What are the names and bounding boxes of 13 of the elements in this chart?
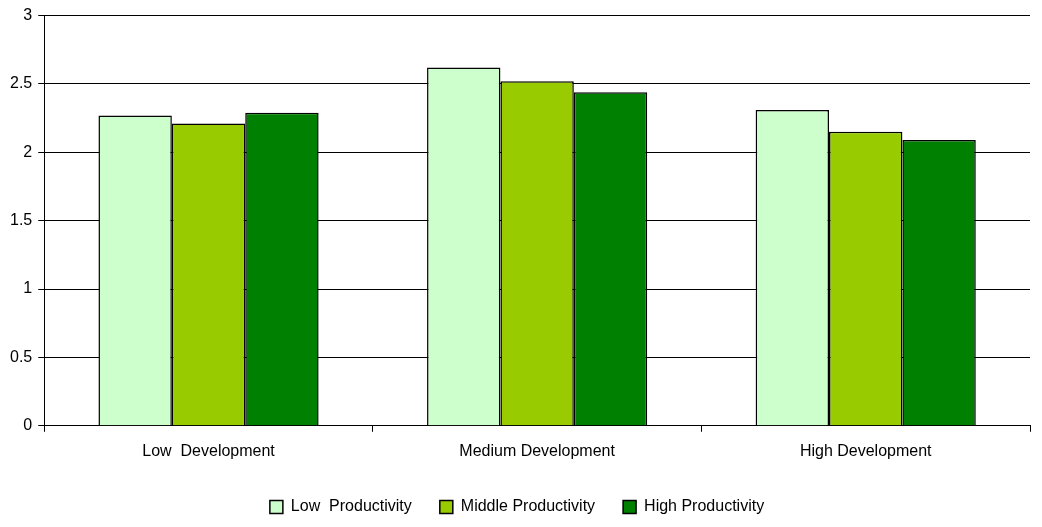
y-tick-label: 0: [23, 416, 33, 434]
y-tick-label: 2.5: [9, 74, 33, 92]
legend-label: Low Productivity: [290, 497, 412, 515]
y-tick-label: 3: [23, 6, 33, 24]
y-tick-label: 2: [23, 142, 33, 160]
legend-label: Middle Productivity: [460, 497, 596, 515]
x-tick-label: Medium Development: [459, 441, 616, 459]
y-tick-label: 0.5: [9, 347, 33, 365]
x-tick-label: High Development: [799, 441, 933, 459]
y-tick-label: 1: [23, 279, 33, 297]
x-tick-label: Low Development: [142, 441, 276, 459]
legend-label: High Productivity: [644, 497, 765, 515]
y-tick-label: 1.5: [9, 211, 33, 229]
